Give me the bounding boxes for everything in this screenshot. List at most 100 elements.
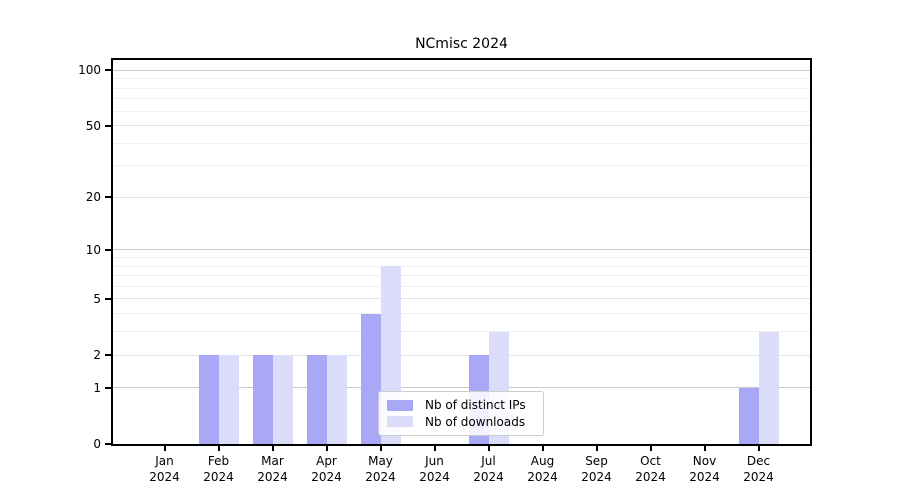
x-tick-mark-jun xyxy=(433,446,436,451)
y-tick-label-100: 100 xyxy=(78,63,101,78)
plot-area: Nb of distinct IPs Nb of downloads xyxy=(111,58,812,446)
legend-label-downloads: Nb of downloads xyxy=(425,414,526,429)
month-name: Oct xyxy=(640,454,661,468)
x-tick-label-dec: Dec 2024 xyxy=(729,453,789,485)
x-tick-mark-nov xyxy=(703,446,706,451)
gridline-y-2 xyxy=(113,354,810,356)
month-name: Aug xyxy=(530,454,555,468)
month-year: 2024 xyxy=(419,470,450,484)
month-name: May xyxy=(368,454,393,468)
month-name: Jan xyxy=(155,454,174,468)
y-tick-label-2: 2 xyxy=(93,348,101,362)
legend-label-distinct-ips: Nb of distinct IPs xyxy=(425,398,526,413)
month-year: 2024 xyxy=(311,470,342,484)
gridline-y-7 xyxy=(113,275,810,277)
gridline-y-80 xyxy=(113,87,810,89)
month-year: 2024 xyxy=(473,470,504,484)
month-name: Jun xyxy=(425,454,444,468)
gridline-y-40 xyxy=(113,142,810,144)
legend-item-downloads: Nb of downloads xyxy=(387,414,535,430)
y-tick-mark-100 xyxy=(105,69,111,72)
x-tick-mark-oct xyxy=(649,446,652,451)
y-tick-mark-5 xyxy=(105,297,111,300)
month-name: Dec xyxy=(746,454,771,468)
month-year: 2024 xyxy=(149,470,180,484)
bar-mar-downloads xyxy=(272,355,293,444)
y-tick-label-10: 10 xyxy=(85,242,101,257)
month-year: 2024 xyxy=(689,470,720,484)
x-tick-mark-mar xyxy=(271,446,274,451)
chart-title: NCmisc 2024 xyxy=(415,36,508,52)
y-tick-label-20: 20 xyxy=(85,190,101,205)
x-tick-label-feb: Feb 2024 xyxy=(189,453,249,485)
month-name: Apr xyxy=(316,454,337,468)
y-tick-mark-1 xyxy=(105,386,111,389)
legend-swatch-distinct-ips xyxy=(387,399,413,411)
x-tick-mark-feb xyxy=(217,446,220,451)
month-name: Jul xyxy=(481,454,496,468)
bar-may-distinct-ips xyxy=(360,313,381,444)
month-year: 2024 xyxy=(203,470,234,484)
x-tick-mark-may xyxy=(379,446,382,451)
month-name: Feb xyxy=(207,454,230,468)
bar-feb-distinct-ips xyxy=(198,355,219,444)
month-name: Nov xyxy=(692,454,717,468)
y-tick-mark-50 xyxy=(105,124,111,127)
gridline-y-50 xyxy=(113,125,810,127)
month-name: Sep xyxy=(585,454,608,468)
gridline-y-6 xyxy=(113,285,810,287)
x-tick-mark-dec xyxy=(757,446,760,451)
gridline-y-60 xyxy=(113,110,810,112)
gridline-y-8 xyxy=(113,265,810,267)
bar-mar-distinct-ips xyxy=(252,355,273,444)
x-tick-mark-jul xyxy=(487,446,490,451)
x-tick-mark-aug xyxy=(541,446,544,451)
gridline-y-90 xyxy=(113,78,810,80)
bar-apr-downloads xyxy=(326,355,347,444)
x-tick-label-may: May 2024 xyxy=(351,453,411,485)
x-tick-label-jan: Jan 2024 xyxy=(135,453,195,485)
x-tick-label-nov: Nov 2024 xyxy=(675,453,735,485)
gridline-y-9 xyxy=(113,257,810,258)
y-tick-label-5: 5 xyxy=(93,291,101,306)
x-tick-label-jul: Jul 2024 xyxy=(459,453,519,485)
x-tick-label-mar: Mar 2024 xyxy=(243,453,303,485)
gridline-y-70 xyxy=(113,98,810,100)
legend-item-distinct-ips: Nb of distinct IPs xyxy=(387,397,535,413)
gridline-y-1 xyxy=(113,387,810,389)
month-year: 2024 xyxy=(257,470,288,484)
bar-dec-downloads xyxy=(758,331,779,444)
x-tick-label-oct: Oct 2024 xyxy=(621,453,681,485)
x-tick-label-jun: Jun 2024 xyxy=(405,453,465,485)
y-tick-mark-20 xyxy=(105,196,111,199)
y-tick-label-1: 1 xyxy=(93,380,101,395)
y-tick-mark-0 xyxy=(105,443,111,445)
gridline-y-5 xyxy=(113,298,810,300)
gridline-y-3 xyxy=(113,331,810,333)
gridline-y-30 xyxy=(113,165,810,167)
legend: Nb of distinct IPs Nb of downloads xyxy=(378,391,544,436)
bar-dec-distinct-ips xyxy=(738,387,759,444)
x-tick-mark-sep xyxy=(595,446,598,451)
x-tick-mark-apr xyxy=(325,446,328,451)
month-year: 2024 xyxy=(527,470,558,484)
x-tick-label-apr: Apr 2024 xyxy=(297,453,357,485)
y-tick-mark-10 xyxy=(105,248,111,251)
legend-swatch-downloads xyxy=(387,416,413,428)
x-tick-label-aug: Aug 2024 xyxy=(513,453,573,485)
month-year: 2024 xyxy=(581,470,612,484)
month-name: Mar xyxy=(261,454,284,468)
gridline-y-10 xyxy=(113,249,810,251)
x-tick-label-sep: Sep 2024 xyxy=(567,453,627,485)
x-tick-mark-jan xyxy=(163,446,166,451)
y-tick-label-50: 50 xyxy=(85,118,101,133)
month-year: 2024 xyxy=(635,470,666,484)
month-year: 2024 xyxy=(365,470,396,484)
y-tick-mark-2 xyxy=(105,354,111,356)
gridline-y-4 xyxy=(113,313,810,315)
bar-feb-downloads xyxy=(218,355,239,444)
month-year: 2024 xyxy=(743,470,774,484)
gridline-y-20 xyxy=(113,196,810,198)
gridline-y-100 xyxy=(113,69,810,71)
